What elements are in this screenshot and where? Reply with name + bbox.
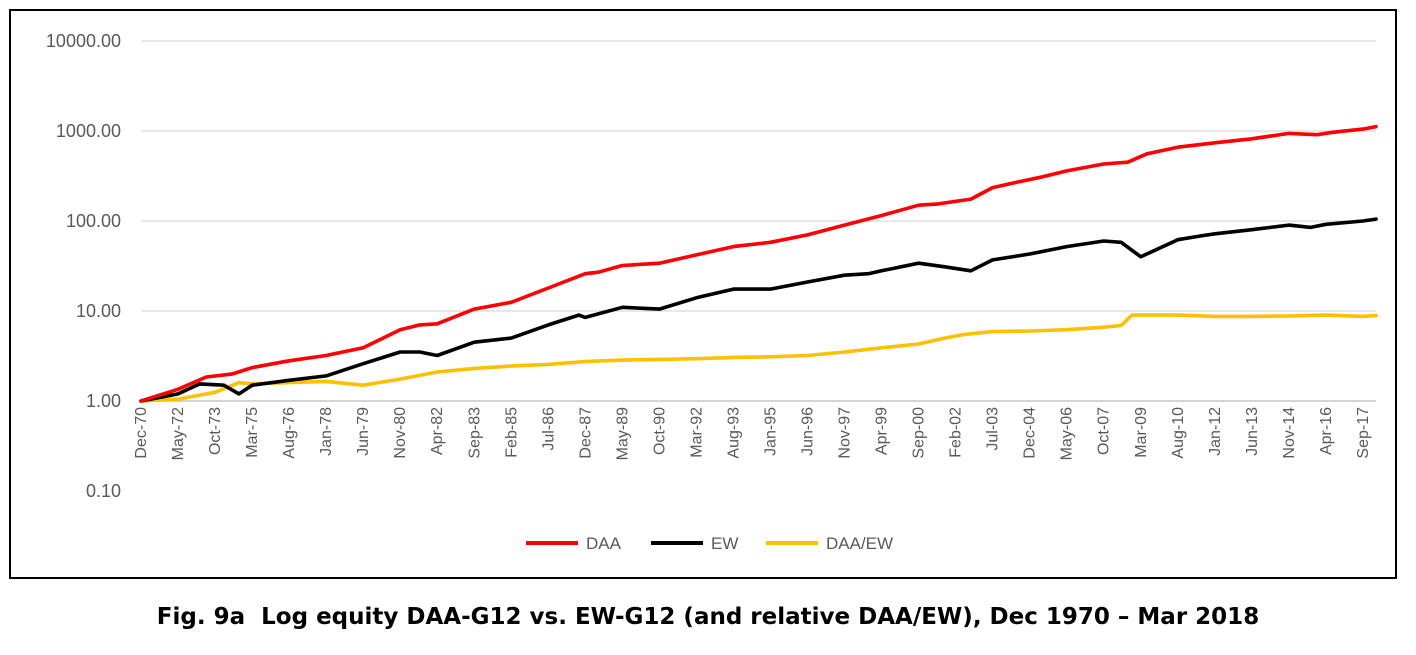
x-axis-ticks: Dec-70 May-72 Oct-73 Mar-75 Aug-76 Jan-78 Jun-… bbox=[133, 400, 1376, 460]
x-tick-label: Jun-96 bbox=[800, 407, 817, 456]
x-tick-label: Mar-09 bbox=[1133, 407, 1150, 458]
x-tick-label: Oct-07 bbox=[1096, 407, 1113, 455]
x-tick-label: Mar-75 bbox=[244, 407, 261, 458]
x-tick-label: May-89 bbox=[614, 407, 631, 460]
y-tick-label: 10000.00 bbox=[46, 31, 121, 51]
x-tick-label: Jun-79 bbox=[355, 407, 372, 456]
series-line-ew bbox=[139, 217, 1378, 403]
legend-label: DAA bbox=[586, 534, 622, 553]
gridlines bbox=[141, 40, 1376, 402]
x-tick-label: Sep-17 bbox=[1355, 407, 1372, 459]
series-line-daa bbox=[139, 124, 1378, 403]
x-tick-label: Oct-90 bbox=[651, 407, 668, 455]
legend-label: EW bbox=[711, 534, 738, 553]
x-tick-label: Jan-78 bbox=[318, 407, 335, 456]
x-tick-label: May-72 bbox=[170, 407, 187, 460]
x-tick-label: May-06 bbox=[1059, 407, 1076, 460]
x-tick-label: Feb-85 bbox=[503, 407, 520, 458]
y-tick-label: 0.10 bbox=[86, 481, 121, 501]
x-tick-label: Jul-86 bbox=[540, 407, 557, 451]
x-tick-label: Sep-83 bbox=[466, 407, 483, 459]
x-tick-label: Jul-03 bbox=[985, 407, 1002, 451]
x-tick-label: Nov-97 bbox=[837, 407, 854, 459]
x-tick-label: Mar-92 bbox=[688, 407, 705, 458]
x-tick-label: Jan-95 bbox=[762, 407, 779, 456]
x-tick-label: Nov-80 bbox=[392, 407, 409, 459]
x-tick-label: Dec-70 bbox=[133, 407, 150, 459]
x-tick-label: Sep-00 bbox=[911, 407, 928, 459]
x-tick-label: Aug-76 bbox=[281, 407, 298, 459]
x-tick-label: Oct-73 bbox=[207, 407, 224, 455]
figure-caption: Fig. 9a Log equity DAA-G12 vs. EW-G12 (a… bbox=[156, 604, 1260, 630]
x-tick-label: Aug-93 bbox=[725, 407, 742, 459]
series-line-daa-ew bbox=[139, 313, 1378, 403]
chart-frame: 10000.00 1000.00 100.00 10.00 1.00 0.10 Dec-7… bbox=[9, 9, 1397, 579]
legend-label: DAA/EW bbox=[826, 534, 893, 553]
x-tick-label: Jan-12 bbox=[1207, 407, 1224, 456]
x-tick-label: Apr-16 bbox=[1318, 407, 1335, 455]
x-tick-label: Apr-82 bbox=[429, 407, 446, 455]
legend: DAA EW DAA/EW bbox=[526, 534, 893, 553]
series-lines bbox=[139, 124, 1378, 403]
x-tick-label: Dec-04 bbox=[1022, 407, 1039, 459]
log-equity-chart: 10000.00 1000.00 100.00 10.00 1.00 0.10 Dec-7… bbox=[46, 31, 1378, 553]
y-tick-label: 100.00 bbox=[66, 211, 121, 231]
y-tick-label: 10.00 bbox=[76, 301, 121, 321]
x-tick-label: Feb-02 bbox=[948, 407, 965, 458]
x-tick-label: Nov-14 bbox=[1281, 407, 1298, 459]
x-tick-label: Aug-10 bbox=[1170, 407, 1187, 459]
x-tick-label: Jun-13 bbox=[1244, 407, 1261, 456]
x-tick-label: Apr-99 bbox=[874, 407, 891, 455]
y-axis-ticks: 10000.00 1000.00 100.00 10.00 1.00 0.10 bbox=[46, 31, 121, 501]
y-tick-label: 1.00 bbox=[86, 391, 121, 411]
y-tick-label: 1000.00 bbox=[56, 121, 121, 141]
x-tick-label: Dec-87 bbox=[577, 407, 594, 459]
